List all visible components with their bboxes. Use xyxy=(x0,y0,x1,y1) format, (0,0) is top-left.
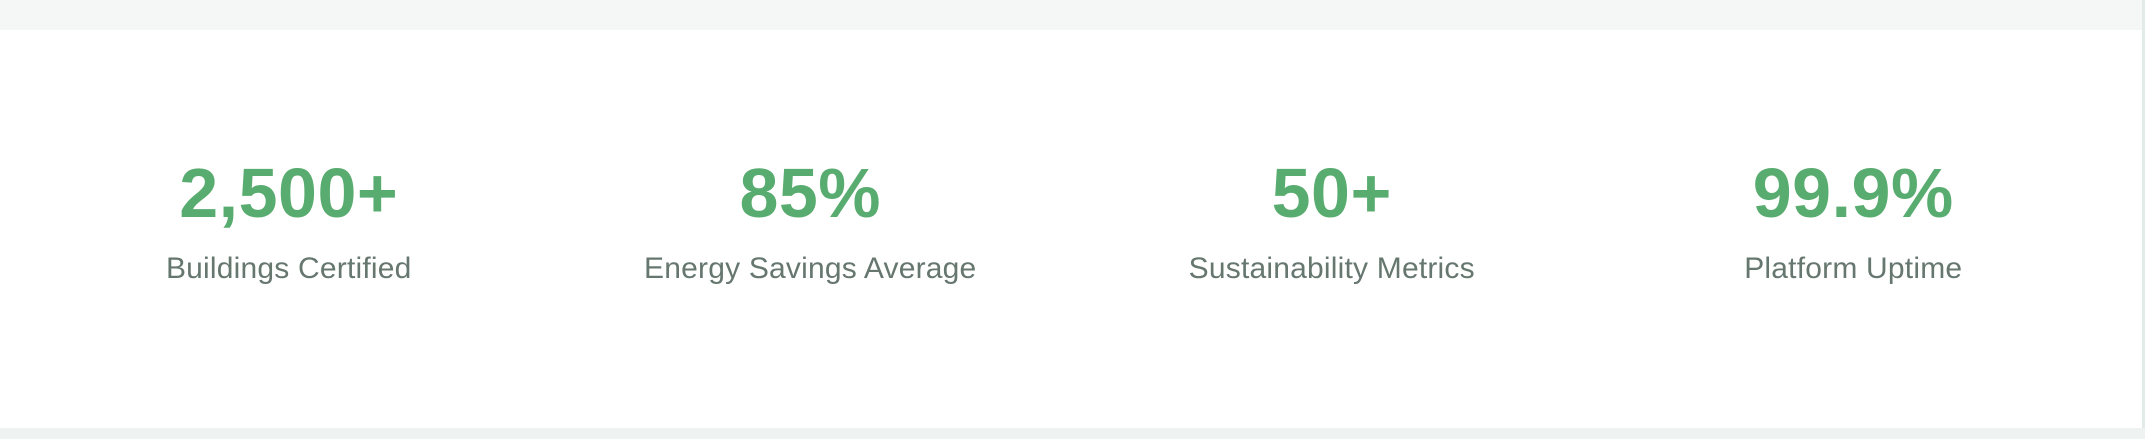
statistics-row: 2,500+ Buildings Certified 85% Energy Sa… xyxy=(28,158,2114,285)
stat-value: 85% xyxy=(739,154,882,232)
stat-label: Energy Savings Average xyxy=(644,252,977,285)
page-right-border xyxy=(2142,0,2145,439)
stat-label: Platform Uptime xyxy=(1744,252,1963,285)
stat-value: 99.9% xyxy=(1752,154,1954,232)
stat-sustainability-metrics: 50+ Sustainability Metrics xyxy=(1071,158,1593,285)
bottom-background-band xyxy=(0,428,2145,439)
statistics-section: 2,500+ Buildings Certified 85% Energy Sa… xyxy=(0,30,2142,428)
stat-value: 2,500+ xyxy=(179,154,399,232)
stat-label: Buildings Certified xyxy=(165,252,412,285)
stat-buildings-certified: 2,500+ Buildings Certified xyxy=(28,158,550,285)
top-background-band xyxy=(0,0,2145,30)
stat-value: 50+ xyxy=(1271,154,1392,232)
stat-platform-uptime: 99.9% Platform Uptime xyxy=(1593,158,2115,285)
stat-label: Sustainability Metrics xyxy=(1188,252,1475,285)
stat-energy-savings-average: 85% Energy Savings Average xyxy=(550,158,1072,285)
